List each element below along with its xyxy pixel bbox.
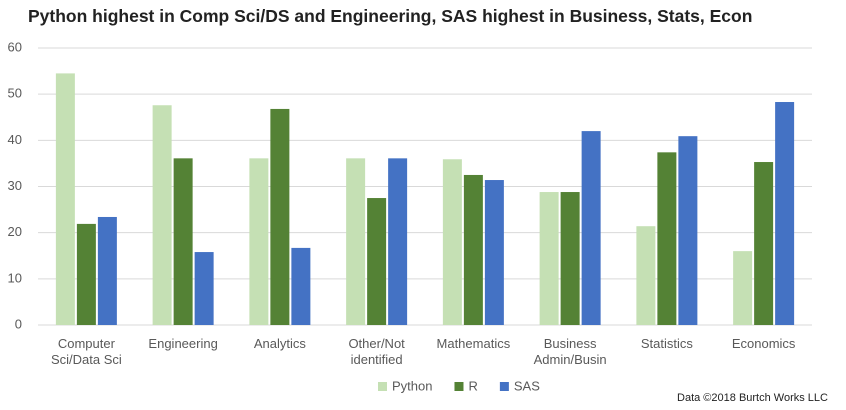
legend-label: Python [392, 378, 432, 393]
bar [442, 159, 462, 325]
y-tick-label: 10 [8, 270, 22, 285]
bar [775, 102, 795, 325]
bar [636, 226, 656, 325]
legend-swatch [454, 382, 464, 391]
x-tick-label: Other/Not identified [348, 336, 405, 367]
bar [173, 158, 193, 325]
y-tick-label: 20 [8, 224, 22, 239]
legend-label: R [468, 378, 477, 393]
bar [194, 252, 214, 325]
legend-label: SAS [514, 378, 540, 393]
x-tick-label: Computer Sci/Data Sci [50, 336, 122, 367]
y-tick-label: 30 [8, 178, 22, 193]
y-tick-label: 40 [8, 132, 22, 147]
x-tick-label: Economics [731, 336, 796, 351]
source-note: Data ©2018 Burtch Works LLC [677, 392, 828, 404]
x-tick-label: Business Admin/Busin [533, 336, 607, 367]
x-tick-label: Engineering [148, 336, 218, 351]
y-tick-label: 50 [8, 86, 22, 101]
y-tick-label: 60 [8, 39, 22, 54]
bar [291, 247, 311, 325]
bar [270, 108, 290, 325]
bar [657, 152, 677, 325]
bar [733, 251, 753, 325]
bar [55, 73, 75, 326]
x-tick-label: Statistics [640, 336, 693, 351]
bar [152, 105, 172, 325]
bar [76, 223, 96, 325]
bar [249, 158, 269, 325]
legend-swatch [499, 382, 509, 391]
bar [560, 192, 580, 325]
x-tick-label: Analytics [253, 336, 306, 351]
chart-title: Python highest in Comp Sci/DS and Engine… [28, 6, 753, 26]
bar [678, 136, 698, 325]
x-tick-label: Mathematics [436, 336, 511, 351]
bar [539, 192, 559, 325]
bar [754, 162, 774, 325]
bar [581, 131, 601, 325]
bar [346, 158, 366, 325]
bar [388, 158, 408, 325]
bar [97, 216, 117, 325]
legend-swatch [378, 382, 387, 391]
bar [367, 198, 387, 325]
bar [484, 180, 504, 325]
y-tick-label: 0 [15, 316, 22, 331]
bar [463, 174, 483, 325]
